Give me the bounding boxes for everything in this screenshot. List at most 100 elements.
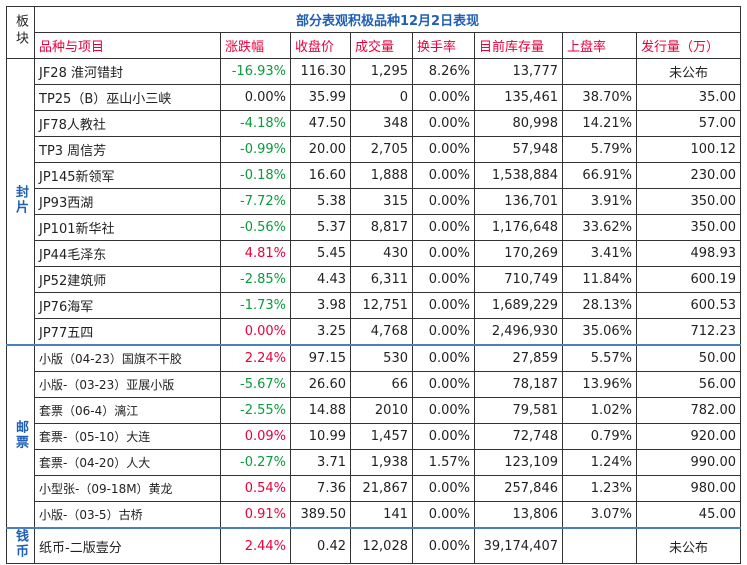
- cell: 12,028: [350, 527, 413, 564]
- item-name: JP52建筑师: [34, 266, 221, 293]
- data-row: JP76海军 -1.73% 3.98 12,751 0.00% 1,689,229 28.1…: [7, 292, 742, 319]
- data-row: 邮票 小版（04-23）国旗不干胶 2.24% 97.15 530 0.00% 27,859…: [6, 344, 742, 529]
- column-header: 目前库存量: [474, 32, 563, 59]
- cell: -2.55%: [220, 397, 291, 424]
- cell: 389.50: [290, 501, 351, 529]
- cell: 0.00%: [412, 527, 475, 564]
- cell: 0.00%: [412, 423, 475, 450]
- data-row: JP44毛泽东 4.81% 5.45 430 0.00% 170,269 3.41% 498.…: [7, 240, 742, 267]
- item-name: 小型张-（09-18M）黄龙: [34, 475, 221, 502]
- cell: 57.00: [635, 110, 742, 137]
- item-name: JP44毛泽东: [34, 240, 221, 267]
- cell: -5.67%: [220, 371, 291, 398]
- cell: 1,938: [350, 449, 413, 476]
- corner-cell: 板块: [6, 6, 35, 59]
- cell: 1,176,648: [474, 214, 563, 241]
- item-name: 小版（04-23）国旗不干胶: [34, 344, 221, 372]
- cell: -0.27%: [220, 449, 291, 476]
- cell: 0.00%: [412, 344, 475, 372]
- cell: 5.37: [290, 214, 351, 241]
- cell: 2.44%: [220, 527, 291, 564]
- cell: 0.00%: [412, 188, 475, 215]
- item-name: 套票-（05-10）大连: [34, 423, 221, 450]
- cell: 0.00%: [412, 110, 475, 137]
- cell: 0.00%: [220, 318, 291, 346]
- cell: 1,457: [350, 423, 413, 450]
- cell: 430: [350, 240, 413, 267]
- cell: 315: [350, 188, 413, 215]
- data-row: 套票-（04-20）人大 -0.27% 3.71 1,938 1.57% 123,109 1…: [7, 449, 742, 476]
- item-name: 纸币-二版壹分: [34, 527, 221, 564]
- cell: 135,461: [474, 84, 563, 111]
- cell: 未公布: [635, 527, 742, 564]
- cell: 1.23%: [562, 475, 637, 502]
- cell: 8,817: [350, 214, 413, 241]
- cell: 0.00%: [412, 318, 475, 346]
- table-body: 板块 部分表观积极品种12月2日表现 品种与项目 涨跌幅 收盘价 成交量 换手率 目前库存…: [6, 6, 742, 564]
- cell: 600.53: [635, 292, 742, 319]
- cell: 1.57%: [412, 449, 475, 476]
- cell: 14.88: [290, 397, 351, 424]
- item-name: JF78人教社: [34, 110, 221, 137]
- cell: 712.23: [635, 318, 742, 346]
- cell: 0: [350, 84, 413, 111]
- title-row: 板块 部分表观积极品种12月2日表现: [6, 6, 742, 59]
- item-name: TP3 周信芳: [34, 136, 221, 163]
- item-name: JP93西湖: [34, 188, 221, 215]
- cell: 990.00: [635, 449, 742, 476]
- data-row: TP3 周信芳 -0.99% 20.00 2,705 0.00% 57,948 5.79% 1…: [7, 136, 742, 163]
- cell: 782.00: [635, 397, 742, 424]
- cell: 0.00%: [412, 162, 475, 189]
- cell: 0.54%: [220, 475, 291, 502]
- cell: 13.96%: [562, 371, 637, 398]
- data-row: JP145新领军 -0.18% 16.60 1,888 0.00% 1,538,884 66…: [7, 162, 742, 189]
- cell: 350.00: [635, 188, 742, 215]
- cell: 33.62%: [562, 214, 637, 241]
- cell: 4.81%: [220, 240, 291, 267]
- item-name: JP145新领军: [34, 162, 221, 189]
- cell: 50.00: [635, 344, 742, 372]
- cell: 80,998: [474, 110, 563, 137]
- cell: 3.91%: [562, 188, 637, 215]
- cell: -7.72%: [220, 188, 291, 215]
- cell: 未公布: [635, 58, 742, 85]
- cell: 4.43: [290, 266, 351, 293]
- cell: 0.00%: [412, 240, 475, 267]
- cell: 2.24%: [220, 344, 291, 372]
- cell: 35.99: [290, 84, 351, 111]
- data-row: 小版-（03-5）古桥 0.91% 389.50 141 0.00% 13,806 3.07…: [7, 501, 742, 529]
- cell: 0.42: [290, 527, 351, 564]
- cell: 78,187: [474, 371, 563, 398]
- table: 板块 部分表观积极品种12月2日表现 品种与项目 涨跌幅 收盘价 成交量 换手率 目前库存…: [6, 6, 742, 564]
- item-name: 套票（06-4）漓江: [34, 397, 221, 424]
- cell: 26.60: [290, 371, 351, 398]
- cell: [562, 58, 637, 85]
- cell: 530: [350, 344, 413, 372]
- cell: 0.09%: [220, 423, 291, 450]
- cell: [562, 527, 637, 564]
- corner-text: 板块: [13, 13, 28, 48]
- cell: 1,888: [350, 162, 413, 189]
- cell: 2,496,930: [474, 318, 563, 346]
- cell: 1.02%: [562, 397, 637, 424]
- cell: 0.91%: [220, 501, 291, 529]
- group-label: 邮票: [13, 419, 28, 450]
- cell: 79,581: [474, 397, 563, 424]
- table-title: 部分表观积极品种12月2日表现: [33, 6, 742, 33]
- item-name: 小版-（03-23）亚展小版: [34, 371, 221, 398]
- cell: 3.25: [290, 318, 351, 346]
- cell: -1.73%: [220, 292, 291, 319]
- cell: 0.00%: [412, 292, 475, 319]
- cell: 0.00%: [412, 266, 475, 293]
- cell: 710,749: [474, 266, 563, 293]
- cell: -0.56%: [220, 214, 291, 241]
- item-name: JP76海军: [34, 292, 221, 319]
- data-row: JP93西湖 -7.72% 5.38 315 0.00% 136,701 3.91% 350.…: [7, 188, 742, 215]
- cell: 3.98: [290, 292, 351, 319]
- table-wrap: 板块 部分表观积极品种12月2日表现 品种与项目 涨跌幅 收盘价 成交量 换手率 目前库存…: [6, 6, 742, 564]
- cell: 3.41%: [562, 240, 637, 267]
- cell: 13,806: [474, 501, 563, 529]
- cell: 123,109: [474, 449, 563, 476]
- item-name: 套票-（04-20）人大: [34, 449, 221, 476]
- cell: 11.84%: [562, 266, 637, 293]
